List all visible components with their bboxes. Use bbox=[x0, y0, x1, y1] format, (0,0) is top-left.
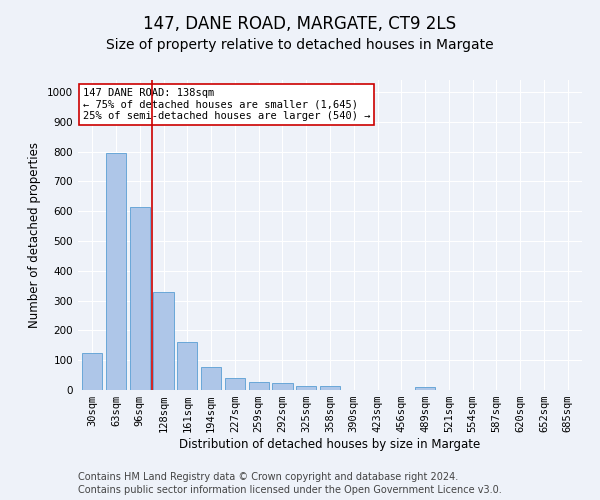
Bar bbox=[296, 386, 316, 390]
Text: Contains HM Land Registry data © Crown copyright and database right 2024.: Contains HM Land Registry data © Crown c… bbox=[78, 472, 458, 482]
Text: Contains public sector information licensed under the Open Government Licence v3: Contains public sector information licen… bbox=[78, 485, 502, 495]
X-axis label: Distribution of detached houses by size in Margate: Distribution of detached houses by size … bbox=[179, 438, 481, 451]
Bar bbox=[177, 342, 197, 390]
Text: 147 DANE ROAD: 138sqm
← 75% of detached houses are smaller (1,645)
25% of semi-d: 147 DANE ROAD: 138sqm ← 75% of detached … bbox=[83, 88, 371, 121]
Bar bbox=[415, 387, 435, 390]
Bar bbox=[248, 382, 269, 390]
Bar bbox=[201, 367, 221, 390]
Bar bbox=[130, 206, 150, 390]
Y-axis label: Number of detached properties: Number of detached properties bbox=[28, 142, 41, 328]
Bar bbox=[82, 352, 103, 390]
Bar bbox=[154, 292, 173, 390]
Bar bbox=[106, 153, 126, 390]
Text: 147, DANE ROAD, MARGATE, CT9 2LS: 147, DANE ROAD, MARGATE, CT9 2LS bbox=[143, 15, 457, 33]
Text: Size of property relative to detached houses in Margate: Size of property relative to detached ho… bbox=[106, 38, 494, 52]
Bar bbox=[272, 383, 293, 390]
Bar bbox=[225, 378, 245, 390]
Bar bbox=[320, 386, 340, 390]
